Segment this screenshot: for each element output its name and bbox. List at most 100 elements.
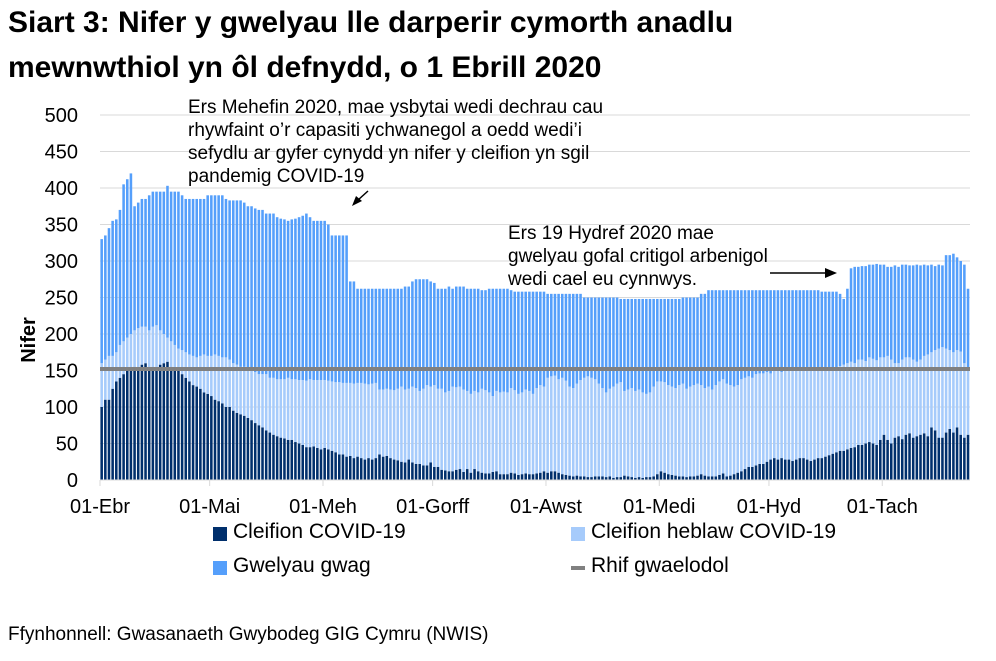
bar-non-covid: [637, 389, 641, 478]
bar-empty: [575, 293, 579, 384]
bar-non-covid: [327, 380, 330, 450]
bar-empty: [378, 288, 381, 390]
x-tick-label: 01-Ebr: [70, 496, 130, 518]
bar-non-covid: [641, 392, 644, 478]
bar-covid: [473, 469, 476, 480]
bar-empty: [425, 279, 429, 386]
bar-non-covid: [911, 359, 915, 438]
bar-covid: [290, 439, 294, 480]
bar-covid: [842, 450, 846, 480]
bar-empty: [849, 268, 853, 362]
bar-empty: [787, 290, 791, 371]
bar-non-covid: [235, 364, 239, 413]
bar-covid: [250, 420, 253, 480]
bar-non-covid: [206, 355, 209, 394]
bar-covid: [221, 403, 224, 480]
bar-covid: [199, 388, 202, 480]
bar-empty: [195, 198, 198, 358]
bar-empty: [447, 286, 451, 391]
annotation-arrow-head: [352, 196, 362, 206]
bar-empty: [312, 220, 315, 380]
bar-non-covid: [560, 377, 564, 475]
bar-empty: [140, 198, 144, 327]
bar-empty: [732, 290, 736, 387]
bar-empty: [217, 195, 220, 356]
bar-covid: [444, 470, 447, 480]
bar-non-covid: [338, 382, 341, 455]
bar-non-covid: [370, 383, 374, 460]
bar-covid: [725, 476, 729, 480]
bar-covid: [166, 361, 169, 480]
bar-non-covid: [922, 355, 926, 434]
y-tick-label: 100: [45, 397, 78, 419]
bar-covid: [345, 456, 348, 480]
bar-empty: [231, 200, 235, 364]
bar-empty: [498, 288, 502, 393]
bar-empty: [173, 191, 177, 345]
bar-non-covid: [550, 376, 553, 472]
bar-non-covid: [363, 383, 367, 460]
bar-covid: [922, 433, 926, 480]
bar-non-covid: [915, 361, 919, 437]
bar-non-covid: [729, 385, 732, 476]
bar-empty: [115, 219, 118, 353]
bar-covid: [217, 401, 220, 480]
bar-non-covid: [758, 373, 761, 464]
bar-covid: [378, 454, 381, 480]
bar-non-covid: [959, 351, 962, 435]
bar-empty: [151, 191, 155, 327]
bar-empty: [699, 293, 703, 386]
bar-empty: [367, 288, 370, 385]
bar-covid: [125, 370, 129, 480]
y-axis-label: Nifer: [18, 317, 40, 363]
bar-non-covid: [104, 359, 107, 400]
bar-empty: [275, 217, 279, 380]
bar-empty: [264, 213, 268, 375]
bar-non-covid: [356, 382, 359, 457]
legend-swatch-covid: [213, 527, 227, 541]
bar-empty: [966, 288, 970, 370]
bar-covid: [155, 369, 158, 480]
annotation-arrow-line: [357, 190, 369, 201]
bar-non-covid: [930, 352, 933, 428]
bar-covid: [213, 399, 217, 480]
bar-covid: [560, 474, 564, 480]
bar-covid: [791, 461, 794, 480]
bar-non-covid: [747, 376, 750, 467]
bar-covid: [100, 407, 103, 480]
bar-empty: [710, 290, 714, 390]
bar-non-covid: [794, 370, 798, 460]
bar-covid: [433, 466, 436, 480]
bar-non-covid: [889, 359, 893, 444]
bar-non-covid: [359, 382, 363, 459]
bar-empty: [465, 288, 469, 391]
bar-non-covid: [268, 377, 272, 433]
legend-swatch-baseline: [571, 566, 585, 570]
bar-empty: [495, 288, 498, 391]
bar-empty: [250, 206, 253, 371]
bar-non-covid: [710, 389, 714, 477]
bar-empty: [107, 228, 111, 356]
bar-covid: [623, 475, 626, 480]
annotation-critical-care-line: wedi cael eu cynnwys.: [508, 269, 698, 290]
bar-covid: [268, 432, 272, 480]
bar-covid: [436, 466, 440, 480]
bar-covid: [751, 466, 754, 480]
bar-empty: [641, 298, 644, 393]
bar-empty: [900, 264, 904, 360]
bar-covid: [740, 471, 743, 480]
bar-non-covid: [626, 389, 630, 477]
bar-non-covid: [155, 325, 158, 370]
bar-non-covid: [422, 388, 425, 466]
bar-non-covid: [144, 326, 147, 364]
bar-covid: [765, 461, 769, 480]
bar-covid: [228, 407, 231, 480]
bar-covid: [539, 472, 542, 480]
bar-covid: [944, 432, 948, 480]
bar-covid: [509, 472, 513, 480]
bar-covid: [162, 363, 166, 480]
bar-covid: [857, 444, 860, 480]
bar-non-covid: [162, 334, 166, 364]
bar-covid: [582, 476, 586, 480]
bar-empty: [692, 297, 696, 386]
